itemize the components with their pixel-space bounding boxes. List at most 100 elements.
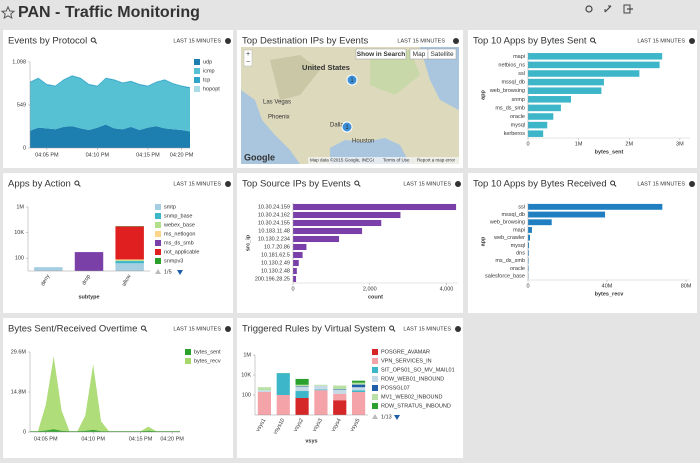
zoom-in[interactable]: + (246, 51, 250, 58)
x-tick-label: drop (81, 274, 92, 287)
search-icon[interactable] (90, 37, 96, 43)
info-icon[interactable] (225, 181, 231, 187)
bar (293, 267, 297, 275)
legend-label[interactable]: icmp (203, 68, 215, 74)
legend-label[interactable]: udp (203, 59, 212, 65)
y-tick-label: web_browsing (489, 88, 525, 94)
legend-label[interactable]: bytes_sent (194, 349, 221, 355)
search-icon[interactable] (140, 325, 146, 331)
bar-segment (351, 390, 366, 392)
y-tick-label: ms_ds_smb (495, 105, 525, 111)
export-icon[interactable] (623, 4, 633, 14)
legend-next[interactable] (394, 415, 400, 420)
search-icon-handle[interactable] (78, 184, 81, 187)
search-icon[interactable] (590, 37, 596, 43)
legend-swatch (155, 213, 161, 219)
button[interactable] (427, 48, 457, 60)
panel-title: Triggered Rules by Virtual System (242, 324, 386, 335)
bar-segment (351, 391, 366, 415)
info-icon[interactable] (455, 181, 461, 187)
info-icon[interactable] (225, 326, 231, 332)
button[interactable] (355, 48, 407, 60)
legend-swatch (185, 358, 191, 364)
button-label[interactable]: Map (413, 51, 426, 58)
favorite-star[interactable] (0, 5, 16, 20)
panel-title: Top 10 Apps by Bytes Sent (473, 36, 587, 47)
legend-swatch (372, 376, 378, 382)
bar-segment (295, 378, 309, 385)
search-icon[interactable] (74, 180, 80, 186)
legend-label[interactable]: smtp (164, 204, 176, 210)
map-footer[interactable]: Terms of Use (383, 158, 410, 163)
y-tick-label: 200.196.28.25 (255, 276, 290, 282)
search-icon[interactable] (354, 180, 360, 186)
legend-prev[interactable] (372, 414, 378, 419)
search-icon-handle[interactable] (357, 184, 361, 187)
legend-next[interactable] (177, 270, 183, 275)
bar (528, 87, 602, 94)
legend-label[interactable]: POSGRE_AVAMAR (381, 349, 430, 355)
bar (528, 250, 529, 256)
bar-segment (295, 386, 309, 392)
info-icon[interactable] (455, 326, 461, 332)
y-axis-title: src_ip (245, 234, 251, 251)
legend-swatch (194, 59, 200, 65)
y-tick-label: 14.8M (11, 389, 27, 395)
legend-prev[interactable] (155, 269, 161, 274)
time-range: LAST 15 MINUTES (637, 181, 685, 187)
legend-label[interactable]: ms_ds_smb (164, 240, 194, 246)
legend-swatch (155, 249, 161, 255)
bar (528, 130, 544, 137)
info-icon[interactable] (689, 38, 695, 44)
search-icon-handle[interactable] (593, 41, 597, 44)
x-tick-label: 04:15 PM (136, 152, 160, 158)
legend-label[interactable]: hopopt (203, 86, 220, 92)
legend-label[interactable]: RDW_STRATUS_INBOUND (381, 403, 451, 409)
legend-label[interactable]: MV1_WEB02_INBOUND (381, 394, 442, 400)
y-tick-label: dns (516, 251, 525, 257)
legend-label[interactable]: snmpv3 (164, 258, 183, 264)
legend-label[interactable]: ms_netlogon (164, 231, 196, 237)
marker-count[interactable]: 1 (350, 78, 354, 84)
bar (528, 96, 572, 103)
bar-segment (257, 387, 272, 391)
zoom-out[interactable]: − (246, 59, 250, 66)
info-icon[interactable] (453, 38, 459, 44)
search-icon-handle[interactable] (392, 329, 396, 332)
y-axis-title: app (480, 89, 486, 99)
time-range: LAST 15 MINUTES (173, 326, 221, 332)
x-tick-label: 2,000 (363, 286, 377, 292)
y-tick-label: 10.130.2.49 (261, 260, 290, 266)
bar (528, 70, 640, 77)
search-icon-handle[interactable] (613, 184, 617, 187)
legend-label[interactable]: RDW_WEB01_INBOUND (381, 376, 444, 382)
info-icon[interactable] (689, 181, 695, 187)
y-tick-label: 0 (23, 145, 26, 151)
refresh-icon[interactable] (585, 5, 593, 13)
button-label[interactable]: Show in Search (357, 51, 405, 58)
search-icon[interactable] (610, 180, 616, 186)
legend-label[interactable]: SIT_OPS01_SO_MV_MAIL01 (381, 367, 455, 373)
info-icon[interactable] (225, 38, 231, 44)
search-icon-handle[interactable] (144, 329, 148, 332)
button-label[interactable]: Satellite (430, 51, 454, 58)
map-marker[interactable] (341, 121, 353, 133)
legend-label[interactable]: POSSGL07 (381, 385, 410, 391)
legend-label[interactable]: not_applicable (164, 249, 199, 255)
fullscreen-icon[interactable] (604, 5, 612, 13)
search-icon-handle[interactable] (94, 41, 98, 44)
legend-label[interactable]: snmp_base (164, 213, 192, 219)
zoom-control[interactable] (243, 49, 253, 67)
bar-segment (314, 390, 328, 415)
bar-segment (257, 391, 272, 415)
legend-label[interactable]: VPN_SERVICES_IN (381, 358, 432, 364)
legend-label[interactable]: webex_base (163, 222, 195, 228)
map-marker[interactable] (346, 74, 358, 86)
legend-label[interactable]: bytes_recv (194, 358, 221, 364)
marker-count[interactable]: 1 (345, 125, 349, 131)
legend-label[interactable]: tcp (203, 77, 210, 83)
bar-segment (351, 380, 366, 383)
map-footer-bg (308, 157, 459, 164)
map-footer[interactable]: Report a map error (417, 158, 456, 163)
search-icon[interactable] (389, 325, 395, 331)
